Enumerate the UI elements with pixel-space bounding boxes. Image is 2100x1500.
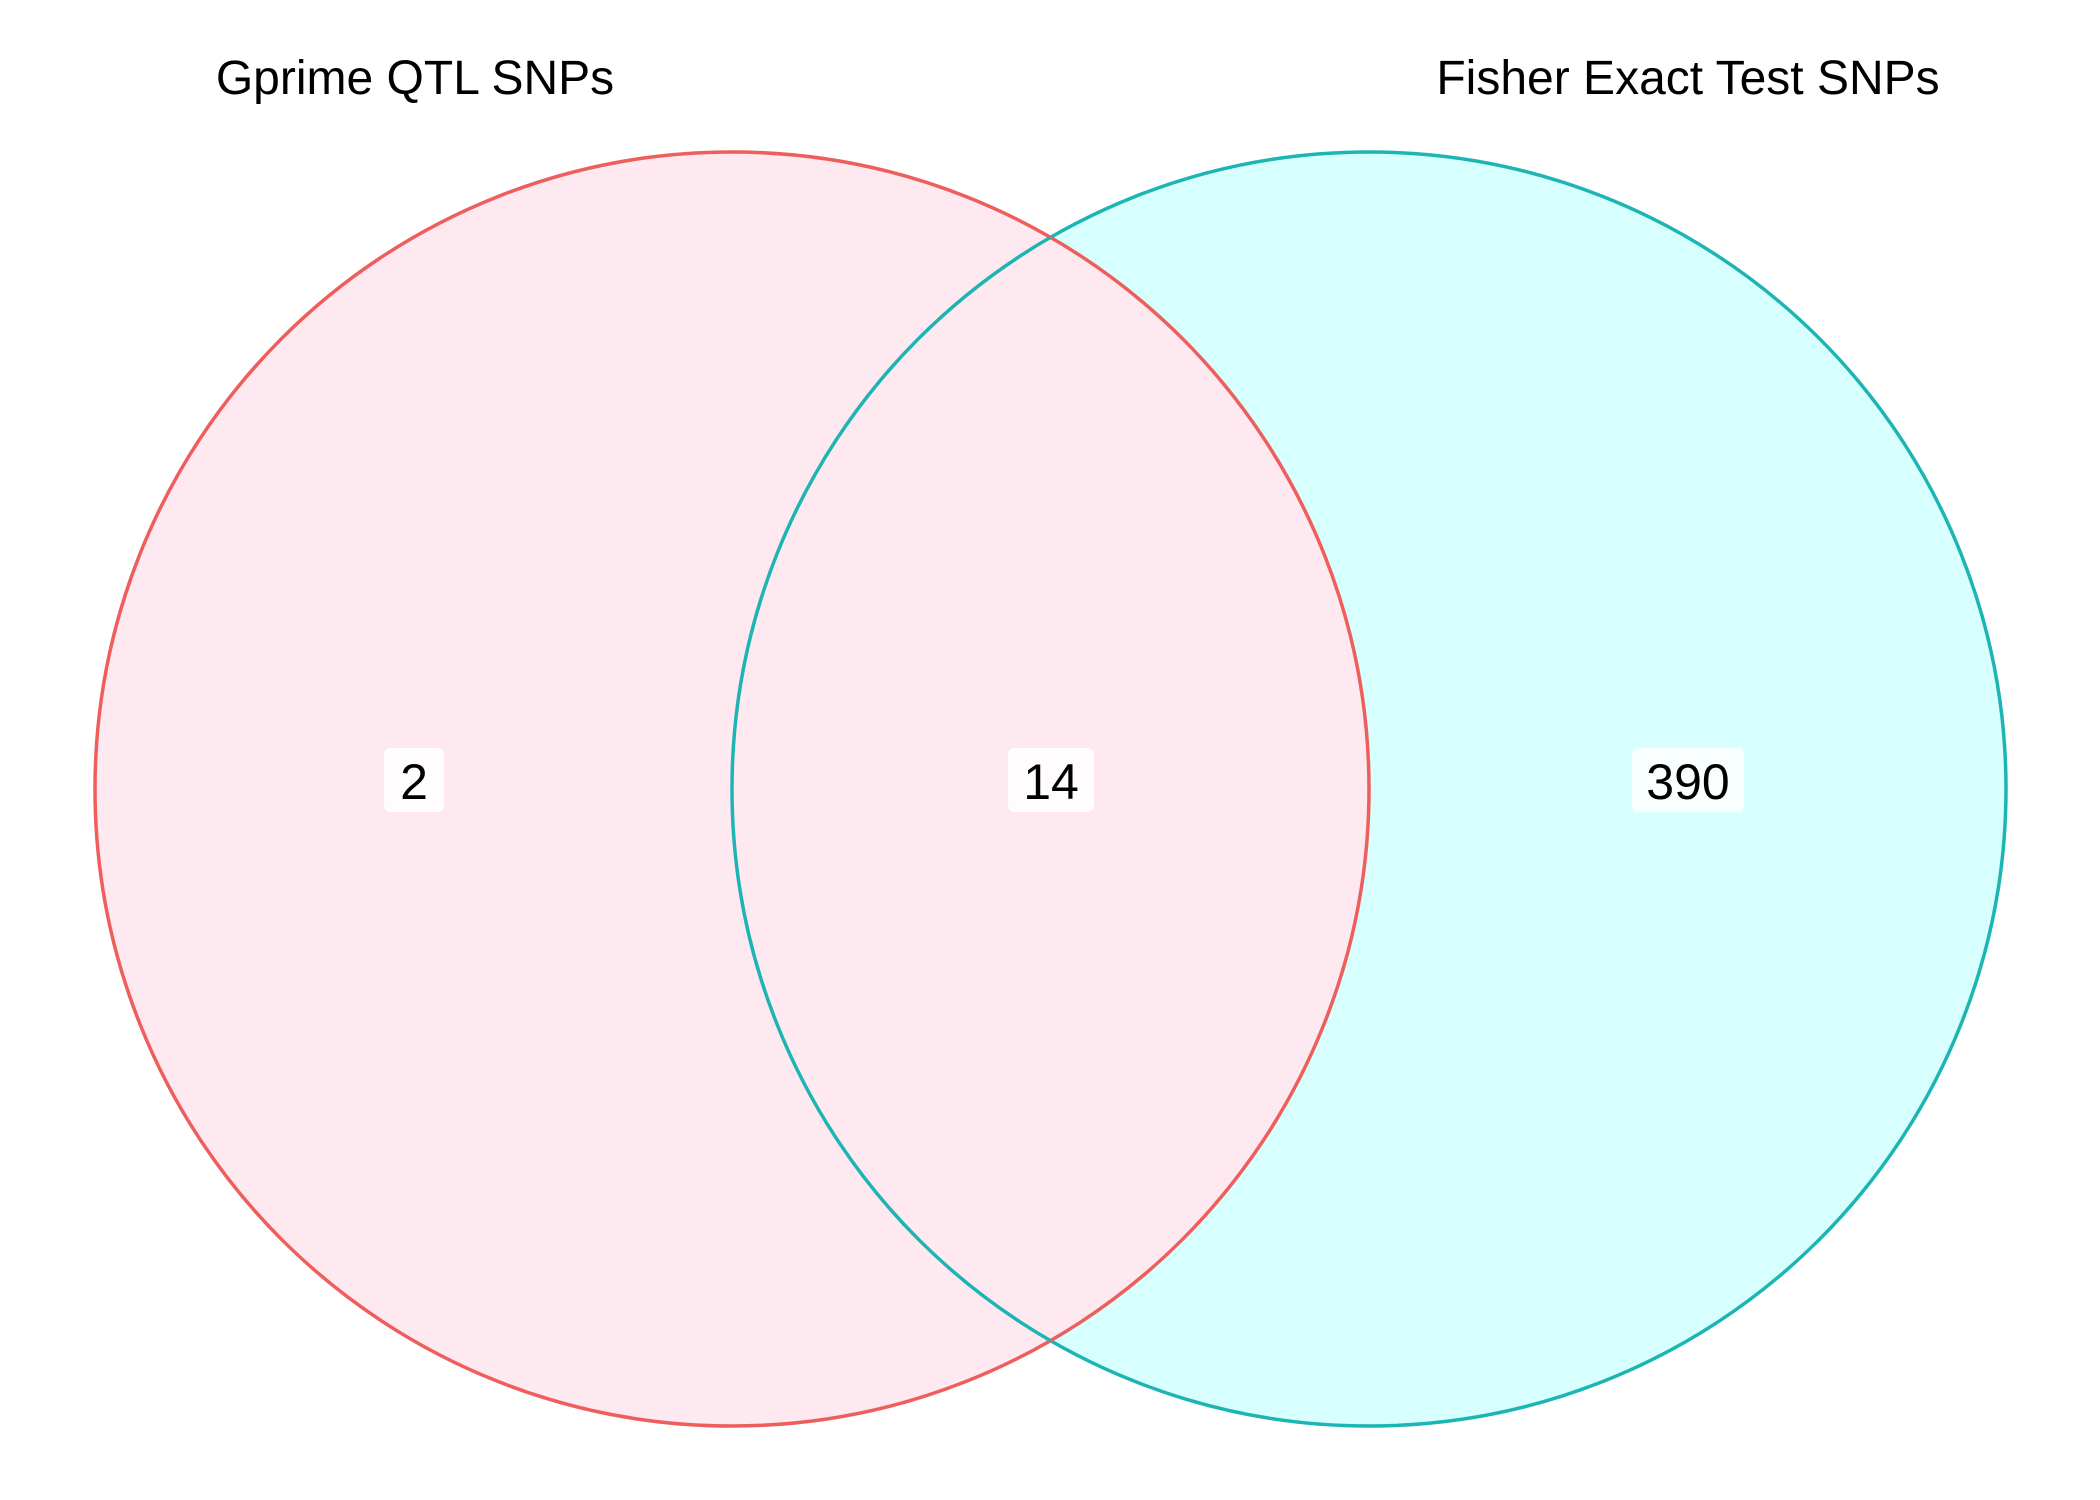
intersection-count-group: 14: [1008, 748, 1094, 812]
set-b-only-count-group: 390: [1632, 748, 1744, 812]
set-b-only-count: 390: [1646, 754, 1729, 810]
set-b-outline-overlap: [730, 152, 1369, 1426]
set-a-only-count: 2: [400, 754, 428, 810]
set-a-only-count-group: 2: [384, 748, 444, 812]
set-a-title: Gprime QTL SNPs: [216, 52, 614, 105]
intersection-count: 14: [1023, 754, 1079, 810]
set-b-title: Fisher Exact Test SNPs: [1436, 52, 1939, 105]
